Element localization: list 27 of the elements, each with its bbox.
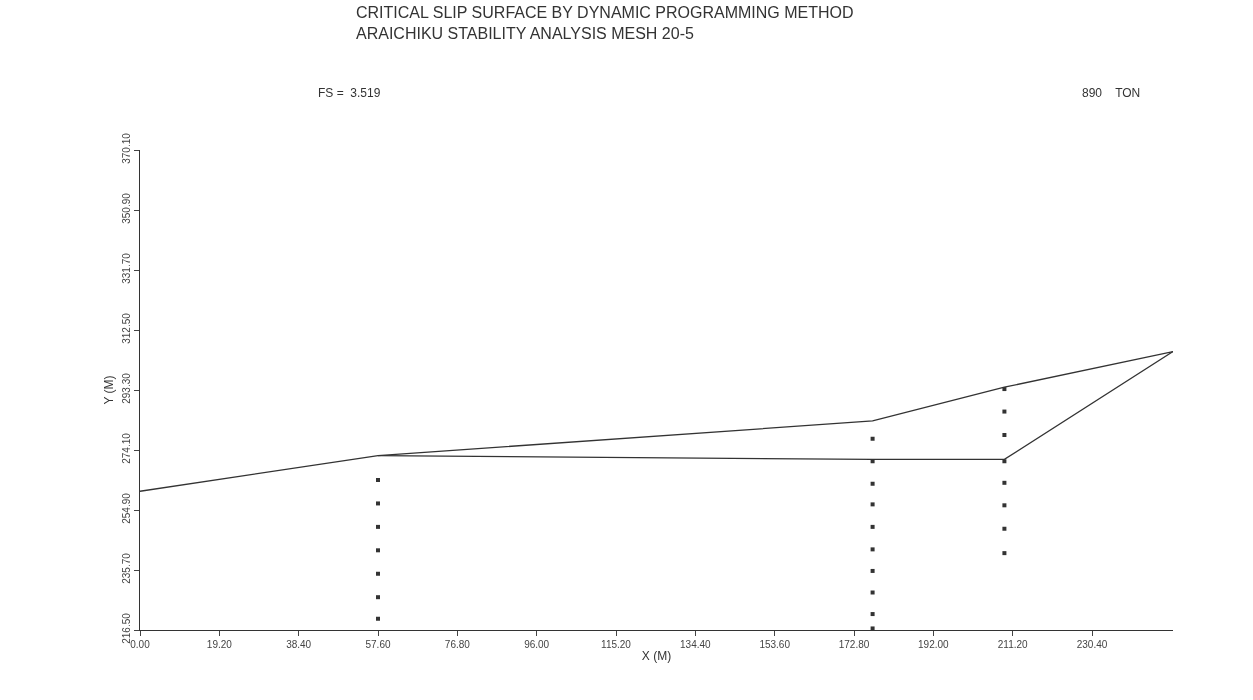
x-tick-label: 192.00	[918, 639, 950, 650]
x-tick-label: 0.00	[130, 639, 151, 650]
y-tick-label: 274.10	[121, 432, 132, 464]
chart-subtitle: ARAICHIKU STABILITY ANALYSIS MESH 20-5	[356, 24, 694, 42]
x-tick-label: 153.60	[759, 639, 791, 650]
y-tick-label: 350.90	[121, 192, 132, 224]
y-tick-label: 254.90	[121, 492, 132, 524]
x-tick-label: 115.20	[601, 639, 632, 650]
y-tick-label: 293.30	[121, 372, 132, 404]
x-tick-label: 19.20	[206, 639, 233, 650]
y-tick-label: 312.50	[121, 312, 132, 344]
text: FS = 3.519	[318, 86, 381, 100]
x-tick-label: 211.20	[997, 639, 1029, 650]
y-tick-label: 235.70	[121, 552, 132, 584]
x-tick-label: 96.00	[524, 639, 550, 650]
x-tick-label: 76.80	[444, 639, 471, 650]
x-tick-label: 38.40	[286, 639, 312, 650]
y-tick-label: 370.10	[121, 132, 132, 164]
chart-title: CRITICAL SLIP SURFACE BY DYNAMIC PROGRAMMING METHOD	[356, 4, 854, 21]
x-tick-label: 172.80	[838, 639, 870, 650]
y-axis-title: Y (M)	[102, 375, 117, 405]
x-tick-label: 134.40	[680, 639, 712, 650]
text: 890 TON	[1082, 86, 1141, 100]
x-tick-label: 57.60	[365, 639, 391, 650]
x-tick-label: 230.40	[1076, 639, 1108, 650]
x-axis-title: X (M)	[641, 648, 672, 663]
y-tick-label: 331.70	[121, 252, 132, 284]
